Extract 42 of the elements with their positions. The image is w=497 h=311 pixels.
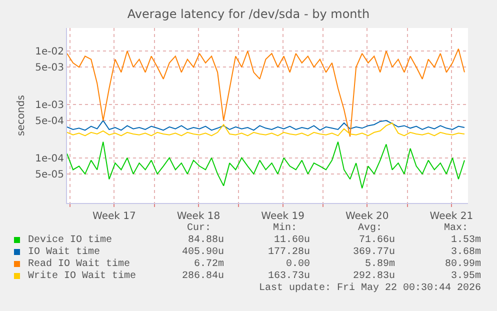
text: 5.89m [365,259,396,270]
y-tick-label: 5e-04 [35,116,64,128]
text: Min: [273,222,298,234]
text: 405.90u [182,247,224,258]
text: 292.83u [353,271,396,282]
x-tick-label: Week 17 [92,211,136,222]
y-tick-label: 1e-03 [35,100,64,111]
legend-label: IO Wait time [28,246,100,258]
text: 11.60u [274,235,310,246]
text: 177.28u [268,247,310,258]
text: 71.66u [359,235,396,246]
text: 286.84u [182,271,224,282]
text: 163.73u [268,271,310,282]
line-series [67,120,465,131]
x-tick-label: Week 19 [261,211,304,222]
legend-label: Read IO Wait time [28,258,130,270]
text: 369.77u [353,247,396,258]
text: 3.68m [451,247,482,258]
legend-label: Device IO time [28,234,112,246]
text: 1.53m [451,235,482,246]
text: Max: [444,223,468,234]
y-tick-label: 1e-02 [35,46,64,58]
chart-title: Average latency for /dev/sda - by month [127,7,370,22]
y-tick-label: 1e-04 [35,153,64,164]
line-series [67,141,465,189]
text: Avg: [358,223,382,234]
text: 0.00 [286,259,310,270]
text: 84.88u [188,235,224,246]
y-tick-label: 5e-05 [35,169,64,180]
text: 80.99m [445,259,482,270]
text: Cur: [187,223,212,234]
y-axis-title: seconds [16,95,28,136]
x-tick-label: Week 20 [345,211,389,222]
y-tick-label: 5e-03 [35,62,64,74]
text: Last update: Fri May 22 00:30:44 2026 [259,282,482,294]
legend-label: Write IO Wait time [28,270,136,282]
x-tick-label: Week 18 [176,211,220,222]
text: 6.72m [194,259,224,270]
line-series [67,48,465,138]
text: 3.95m [451,271,482,282]
line-series [67,122,465,136]
x-tick-label: Week 21 [430,211,474,222]
